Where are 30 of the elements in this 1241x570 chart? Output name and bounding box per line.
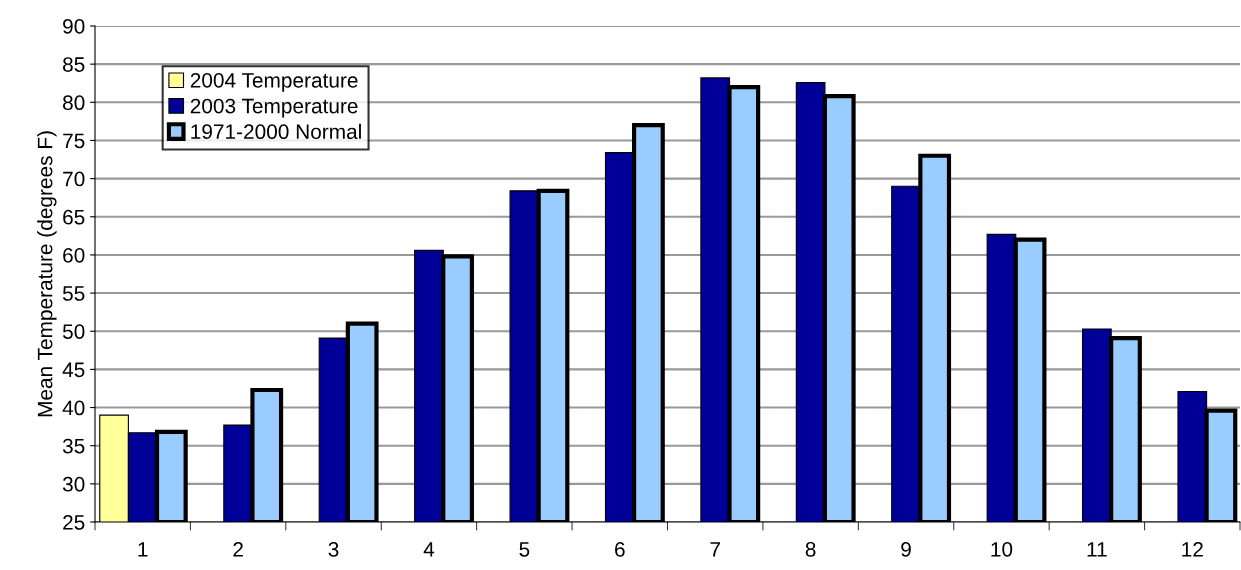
legend-label: 2004 Temperature <box>190 72 358 92</box>
y-tick-label: 35 <box>62 438 85 454</box>
y-tick-label: 90 <box>63 19 85 34</box>
legend-label: 1971-2000 Normal <box>191 123 361 140</box>
y-tick-label: 55 <box>62 286 85 301</box>
y-tick-label: 65 <box>63 209 85 225</box>
x-tick-label: 3 <box>328 541 339 557</box>
x-tick-label: 1 <box>138 542 148 557</box>
legend-label: 2003 Temperature <box>190 98 358 118</box>
x-tick-label: 12 <box>1182 541 1203 557</box>
x-tick-label: 8 <box>805 541 816 557</box>
y-tick-label: 40 <box>62 400 85 416</box>
x-tick-label: 10 <box>991 541 1013 557</box>
y-tick-label: 30 <box>62 476 85 492</box>
x-tick-label: 4 <box>423 542 435 557</box>
x-tick-label: 11 <box>1087 542 1107 557</box>
y-axis-title: Mean Temperature (degrees F) <box>37 131 57 417</box>
x-tick-label: 2 <box>233 541 243 557</box>
x-tick-label: 6 <box>615 541 625 557</box>
y-tick-label: 85 <box>63 57 85 72</box>
y-tick-label: 80 <box>63 95 85 111</box>
y-tick-label: 45 <box>62 362 85 378</box>
y-tick-label: 50 <box>62 324 85 339</box>
x-tick-label: 5 <box>519 542 530 557</box>
x-tick-label: 9 <box>901 541 911 557</box>
y-tick-label: 75 <box>63 133 85 149</box>
y-tick-label: 70 <box>63 171 85 187</box>
y-tick-label: 60 <box>63 247 85 263</box>
y-tick-label: 25 <box>63 515 85 530</box>
x-tick-label: 7 <box>710 542 720 557</box>
